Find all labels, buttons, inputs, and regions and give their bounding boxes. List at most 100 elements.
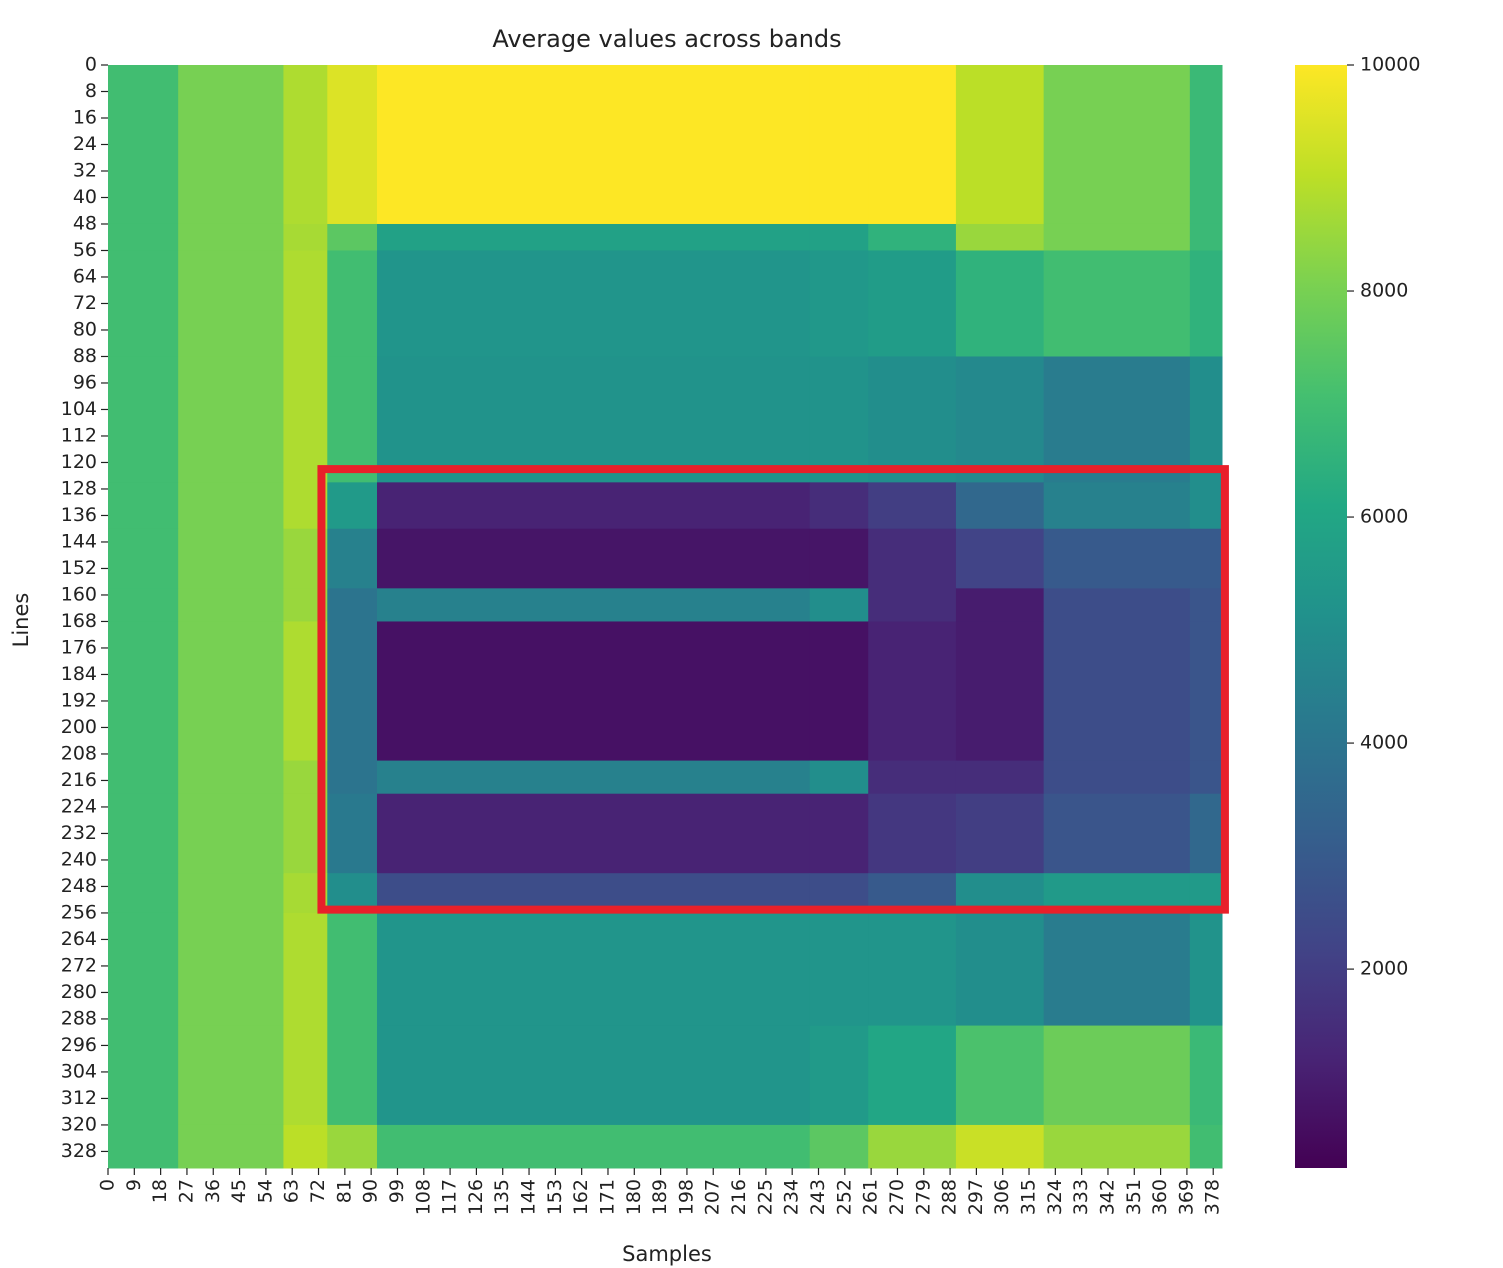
y-tick-label: 24 (73, 133, 97, 155)
x-tick-label: 162 (570, 1179, 592, 1215)
heatmap-cell (376, 356, 811, 483)
heatmap-cell (327, 65, 378, 225)
heatmap-cell (1043, 588, 1191, 622)
heatmap-cell (376, 250, 811, 357)
highlight-box (317, 465, 1229, 914)
heatmap-cell (1189, 588, 1223, 622)
heatmap-cell (178, 482, 284, 530)
x-axis-label: Samples (622, 1242, 712, 1266)
y-tick-label: 128 (61, 477, 97, 499)
x-tick-label: 135 (491, 1179, 513, 1215)
heatmap-cell (376, 65, 811, 225)
heatmap-cell (178, 873, 284, 914)
heatmap-cell (327, 912, 378, 1027)
x-tick-label: 225 (754, 1179, 776, 1215)
x-tick-label: 333 (1070, 1179, 1092, 1215)
y-tick-label: 152 (61, 557, 97, 579)
y-tick-label: 40 (73, 186, 97, 208)
x-tick-label: 180 (623, 1179, 645, 1215)
y-tick-label: 112 (61, 424, 97, 446)
x-tick-label: 27 (175, 1179, 197, 1203)
y-tick-label: 240 (61, 848, 97, 870)
x-tick-label: 252 (833, 1179, 855, 1215)
heatmap-cell (809, 223, 869, 251)
heatmap-cell (283, 223, 328, 251)
y-tick-label: 72 (73, 292, 97, 314)
y-tick-label: 320 (61, 1113, 97, 1135)
y-tick-label: 0 (85, 54, 97, 76)
heatmap-cell (108, 482, 179, 530)
x-tick-label: 117 (439, 1179, 461, 1215)
heatmap-cell (809, 65, 869, 225)
heatmap-cell (1043, 621, 1191, 762)
heatmap-cell (1189, 356, 1223, 483)
heatmap-cell (178, 912, 284, 1027)
heatmap-cell (376, 528, 811, 589)
heatmap-cell (955, 1025, 1045, 1126)
y-tick-label: 208 (61, 742, 97, 764)
heatmap-cell (376, 482, 811, 530)
x-tick-label: 0 (97, 1179, 119, 1191)
y-tick-label: 16 (73, 106, 97, 128)
y-tick-label: 56 (73, 239, 97, 261)
x-tick-label: 297 (965, 1179, 987, 1215)
y-tick-label: 224 (61, 795, 97, 817)
x-tick-label: 99 (386, 1179, 408, 1203)
y-tick-label: 312 (61, 1087, 97, 1109)
heatmap-cell (108, 793, 179, 874)
heatmap-cell (955, 1124, 1045, 1169)
y-tick-label: 176 (61, 636, 97, 658)
heatmap-cell (283, 1124, 328, 1169)
heatmap-cell (955, 528, 1045, 589)
heatmap-cell (955, 912, 1045, 1027)
heatmap-cell (1043, 793, 1191, 874)
heatmap-cell (868, 760, 957, 795)
y-tick-label: 256 (61, 901, 97, 923)
x-tick-label: 171 (596, 1179, 618, 1215)
heatmap-cell (327, 1025, 378, 1126)
y-tick-label: 160 (61, 583, 97, 605)
x-tick-label: 207 (702, 1179, 724, 1215)
x-tick-label: 54 (254, 1179, 276, 1203)
x-tick-label: 45 (228, 1179, 250, 1203)
x-tick-label: 234 (781, 1179, 803, 1215)
heatmap-cell (327, 250, 378, 357)
heatmap-cell (868, 621, 957, 762)
heatmap-cell (809, 528, 869, 589)
heatmap-cell (809, 1124, 869, 1169)
y-tick-label: 288 (61, 1007, 97, 1029)
x-tick-label: 198 (675, 1179, 697, 1215)
heatmap-cell (108, 912, 179, 1027)
x-tick-label: 189 (649, 1179, 671, 1215)
heatmap-cell (868, 912, 957, 1027)
heatmap-cell (108, 356, 179, 483)
heatmap-cell (376, 1025, 811, 1126)
heatmap-cell (1189, 528, 1223, 589)
heatmap-cell (327, 223, 378, 251)
heatmap-cell (809, 1025, 869, 1126)
colorbar-tick-label: 4000 (1360, 732, 1408, 754)
x-tick-label: 279 (912, 1179, 934, 1215)
heatmap-cell (1189, 482, 1223, 530)
heatmap-cell (376, 912, 811, 1027)
colorbar-tick-label: 2000 (1360, 958, 1408, 980)
heatmap-cell (108, 873, 179, 914)
heatmap-cell (1043, 65, 1191, 225)
y-tick-label: 120 (61, 451, 97, 473)
heatmap-cell (868, 1124, 957, 1169)
x-tick-label: 369 (1175, 1179, 1197, 1215)
heatmap-cell (955, 223, 1045, 251)
colorbar-tick-label: 6000 (1360, 506, 1408, 528)
heatmap-cell (868, 482, 957, 530)
y-tick-label: 216 (61, 769, 97, 791)
x-tick-label: 324 (1044, 1179, 1066, 1215)
x-tick-label: 144 (518, 1179, 540, 1215)
heatmap-cell (108, 250, 179, 357)
heatmap-cell (955, 588, 1045, 622)
x-tick-label: 306 (991, 1179, 1013, 1215)
y-tick-label: 328 (61, 1140, 97, 1162)
x-tick-label: 153 (544, 1179, 566, 1215)
heatmap-cell (1043, 223, 1191, 251)
y-tick-label: 8 (85, 80, 97, 102)
